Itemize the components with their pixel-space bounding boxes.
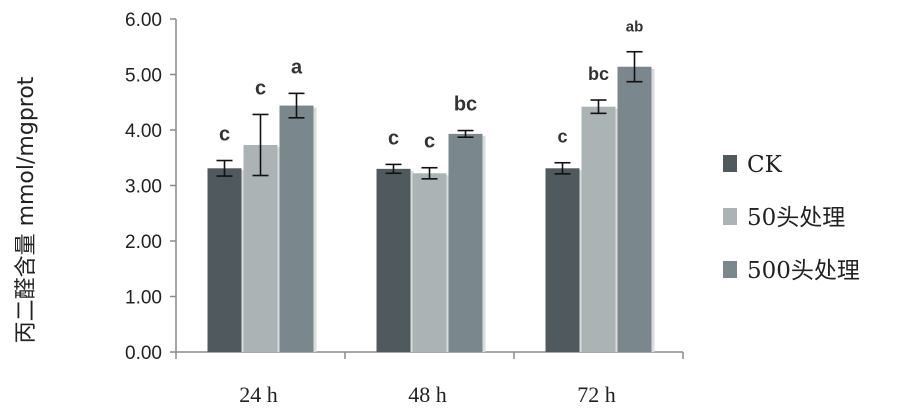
bar bbox=[545, 168, 580, 352]
legend-swatch bbox=[723, 155, 737, 172]
bar bbox=[617, 66, 652, 352]
significance-label: c bbox=[388, 127, 399, 149]
significance-label: c bbox=[255, 77, 266, 99]
y-tick-label: 4.00 bbox=[125, 121, 162, 142]
y-axis-title: 丙二醛含量 mmol/mgprot bbox=[14, 76, 39, 343]
bar bbox=[279, 105, 314, 352]
significance-label: c bbox=[424, 131, 435, 153]
significance-label: ab bbox=[626, 19, 644, 36]
y-tick-label: 5.00 bbox=[125, 66, 162, 87]
significance-label: bc bbox=[588, 64, 609, 84]
bar bbox=[243, 144, 278, 352]
y-axis-label: 丙二醛含量 mmol/mgprot bbox=[14, 76, 39, 343]
bar bbox=[376, 168, 411, 352]
bar bbox=[207, 168, 242, 352]
bar bbox=[581, 106, 616, 352]
bar bbox=[448, 133, 483, 352]
y-tick-label: 3.00 bbox=[125, 177, 162, 198]
legend-label: 50头处理 bbox=[747, 205, 845, 231]
y-tick-label: 0.00 bbox=[125, 343, 162, 364]
y-tick-label: 6.00 bbox=[125, 10, 162, 31]
y-tick-labels: 0.00 1.00 2.00 3.00 4.00 5.00 6.00 bbox=[125, 10, 162, 364]
legend-swatch bbox=[723, 208, 737, 225]
legend-label: 500头处理 bbox=[747, 258, 860, 284]
legend-swatch bbox=[723, 261, 737, 278]
bar bbox=[412, 173, 447, 352]
significance-label: bc bbox=[454, 94, 477, 116]
significance-label: c bbox=[219, 124, 230, 146]
x-tick-label: 72 h bbox=[577, 382, 616, 407]
significance-label: a bbox=[291, 56, 303, 78]
y-tick-label: 2.00 bbox=[125, 232, 162, 253]
legend: CK 50头处理 500头处理 bbox=[723, 152, 860, 284]
y-tick-label: 1.00 bbox=[125, 288, 162, 309]
x-tick-label: 24 h bbox=[239, 382, 278, 407]
legend-label: CK bbox=[747, 152, 783, 178]
significance-label: c bbox=[557, 127, 567, 147]
x-tick-label: 48 h bbox=[408, 382, 447, 407]
x-tick-labels: 24 h 48 h 72 h bbox=[239, 382, 616, 407]
